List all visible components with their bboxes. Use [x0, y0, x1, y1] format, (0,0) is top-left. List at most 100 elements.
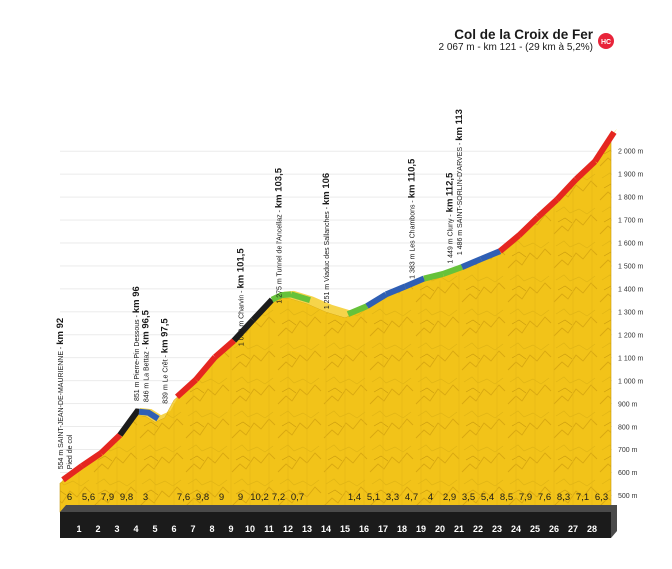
waypoint-km: km 112,5	[445, 172, 456, 212]
waypoint-text: 846 m La Bettaz - km 96,5	[141, 309, 152, 402]
km-gradient-label: 7,2	[272, 492, 285, 503]
x-tick-label: 20	[435, 524, 445, 534]
waypoint-subtitle: Pied de col	[67, 434, 74, 469]
x-tick-label: 24	[511, 524, 521, 534]
waypoint-label: 554 m SAINT-JEAN-DE-MAURIENNE - km 92Pie…	[55, 318, 74, 469]
km-gradient-label: 4	[428, 492, 433, 503]
x-tick-label: 2	[95, 524, 100, 534]
gradient-segment	[460, 256, 483, 270]
x-tick-label: 5	[152, 524, 157, 534]
category-badge-label: HC	[601, 39, 611, 46]
gradient-segment	[516, 214, 541, 238]
waypoint-text: 554 m SAINT-JEAN-DE-MAURIENNE - km 92	[55, 318, 66, 469]
waypoint-label: 1 251 m Viaduc des Sallanches - km 106	[321, 173, 332, 309]
y-tick-label: 900 m	[618, 401, 638, 408]
elevation-area	[59, 128, 617, 513]
waypoint-km: km 97,5	[160, 318, 171, 354]
category-badge-circle	[598, 33, 614, 49]
y-tick-label: 1 100 m	[618, 355, 643, 362]
waypoint-label: 1 486 m SAINT-SORLIN-D'ARVES - km 113	[454, 109, 465, 255]
y-axis-labels: 500 m 600 m 700 m 800 m 900 m 1 000 m 1 100 m 1…	[618, 149, 643, 501]
waypoint-label: 851 m Pierre-Pin Dessous - km 96	[131, 286, 142, 401]
gradient-segment	[403, 275, 426, 290]
chart-title: Col de la Croix de Fer	[454, 27, 594, 42]
waypoint-label: 1 275 m Tunnel de l'Ancellaz - km 103,5	[274, 167, 285, 303]
waypoint-text: 839 m Le Crêt - km 97,5	[160, 318, 171, 404]
gradient-segment	[554, 177, 579, 202]
waypoint-labels: 554 m SAINT-JEAN-DE-MAURIENNE - km 92Pie…	[55, 109, 465, 469]
waypoint-km: km 92	[55, 318, 66, 345]
km-gradient-label: 4,7	[405, 492, 418, 503]
x-tick-label: 4	[133, 524, 138, 534]
km-gradient-label: 2,9	[443, 492, 456, 503]
waypoint-name: 1 486 m SAINT-SORLIN-D'ARVES -	[457, 141, 464, 255]
y-tick-label: 1 000 m	[618, 378, 643, 385]
y-tick-label: 1 300 m	[618, 309, 643, 316]
x-tick-label: 28	[587, 524, 597, 534]
km-gradient-label: 9,8	[196, 492, 209, 503]
km-gradient-label: 6	[67, 492, 72, 503]
x-tick-label: 7	[190, 524, 195, 534]
km-gradient-label: 7,1	[576, 492, 589, 503]
km-gradient-label: 3	[143, 492, 148, 503]
km-gradient-label: 10,2	[250, 492, 269, 503]
x-tick-label: 13	[302, 524, 312, 534]
km-gradient-label: 3,5	[462, 492, 475, 503]
waypoint-label: 1 090 m Charvin - km 101,5	[236, 248, 247, 346]
gradient-segment	[80, 450, 103, 469]
gradient-segment	[193, 355, 218, 382]
x-tick-label: 14	[321, 524, 331, 534]
waypoint-name: 1 449 m Cluny -	[448, 212, 455, 263]
gradient-segment	[535, 197, 560, 220]
y-tick-label: 1 400 m	[618, 286, 643, 293]
waypoint-km: km 96	[131, 286, 142, 313]
gradient-segment	[231, 317, 256, 343]
gradient-segment	[423, 271, 444, 282]
x-axis-km-labels: 1 2 3 4 5 6 7 8 9 10 11 12 13 14 15 16 17 18 19 20 21 22 23 24 2…	[76, 524, 597, 534]
km-gradient-label: 9,8	[120, 492, 133, 503]
gradient-segment	[117, 408, 140, 437]
waypoint-name: 839 m Le Crêt -	[163, 353, 170, 404]
waypoint-name: 554 m SAINT-JEAN-DE-MAURIENNE -	[58, 345, 65, 469]
y-tick-label: 1 500 m	[618, 263, 643, 270]
waypoint-name: 1 090 m Charvin -	[239, 289, 246, 347]
gradient-segment	[290, 291, 311, 304]
km-gradient-label: 6,3	[595, 492, 608, 503]
y-tick-label: 1 200 m	[618, 332, 643, 339]
waypoint-name: 1 251 m Viaduc des Sallanches -	[324, 205, 331, 309]
x-tick-label: 15	[340, 524, 350, 534]
waypoint-label: 1 383 m Les Chambons - km 110,5	[407, 158, 418, 279]
y-tick-label: 600 m	[618, 470, 638, 477]
waypoint-name: 846 m La Bettaz -	[144, 345, 151, 402]
y-tick-label: 1 700 m	[618, 218, 643, 225]
gradient-line	[61, 130, 617, 483]
km-gradient-label: 8,5	[500, 492, 513, 503]
y-tick-label: 2 000 m	[618, 149, 643, 156]
waypoint-text: 1 090 m Charvin - km 101,5	[236, 248, 247, 346]
gradient-segment	[346, 303, 369, 317]
waypoint-text: 1 486 m SAINT-SORLIN-D'ARVES - km 113	[454, 109, 465, 255]
km-gradient-label: 5,1	[367, 492, 380, 503]
waypoint-name: 1 275 m Tunnel de l'Ancellaz -	[277, 208, 284, 304]
x-tick-label: 6	[171, 524, 176, 534]
waypoint-km: km 113	[454, 109, 465, 141]
chart-subtitle: 2 067 m - km 121 - (29 km à 5,2%)	[438, 42, 593, 53]
waypoint-text: 1 251 m Viaduc des Sallanches - km 106	[321, 173, 332, 309]
waypoint-label: 839 m Le Crêt - km 97,5	[160, 318, 171, 404]
y-tick-label: 500 m	[618, 493, 638, 500]
km-gradient-label: 9	[219, 492, 224, 503]
waypoint-name: 1 383 m Les Chambons -	[410, 198, 417, 279]
gradient-segment	[174, 377, 199, 400]
y-tick-label: 1 900 m	[618, 172, 643, 179]
waypoint-name: 851 m Pierre-Pin Dessous -	[134, 313, 141, 401]
x-tick-label: 9	[228, 524, 233, 534]
km-gradient-label: 8,3	[557, 492, 570, 503]
y-tick-label: 1 800 m	[618, 195, 643, 202]
gradient-segment	[250, 297, 275, 322]
km-gradient-label: 7,6	[177, 492, 190, 503]
gradient-segment	[365, 291, 388, 309]
x-tick-label: 23	[492, 524, 502, 534]
km-gradient-label: 5,4	[481, 492, 494, 503]
x-tick-label: 12	[283, 524, 293, 534]
